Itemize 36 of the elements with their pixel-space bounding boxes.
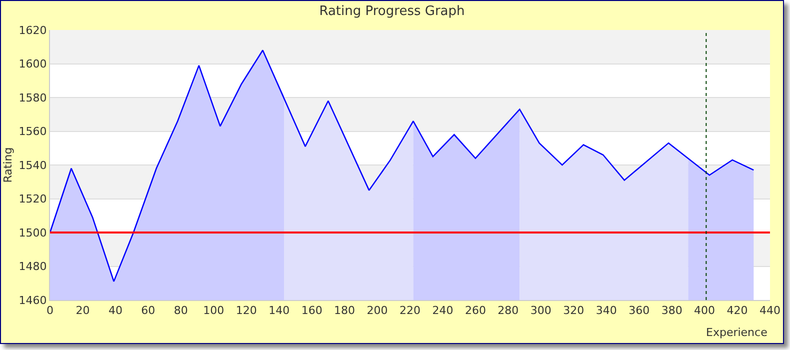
x-tick-label: 160 <box>301 304 322 318</box>
x-tick-label: 360 <box>628 304 650 318</box>
x-tick-label: 420 <box>726 304 748 318</box>
y-tick-label: 1460 <box>18 294 47 307</box>
x-tick-label: 220 <box>400 304 420 318</box>
y-tick-label: 1500 <box>18 226 47 240</box>
x-tick-label: 20 <box>76 304 90 318</box>
x-tick-label: 140 <box>268 304 290 318</box>
y-tick-label: 1620 <box>18 24 47 37</box>
x-tick-label: 60 <box>141 304 156 318</box>
x-tick-label: 100 <box>203 304 224 318</box>
x-tick-label: 280 <box>498 304 519 318</box>
x-tick-label: 400 <box>694 304 716 318</box>
y-tick-label: 1520 <box>18 192 47 206</box>
x-tick-label: 0 <box>46 304 54 318</box>
y-tick-label: 1480 <box>18 260 47 274</box>
x-tick-label: 240 <box>432 304 454 318</box>
x-tick-label: 260 <box>464 304 486 318</box>
x-tick-label: 120 <box>236 304 257 318</box>
y-tick-label: 1540 <box>18 158 47 172</box>
y-tick-label: 1580 <box>18 91 47 104</box>
x-tick-label: 340 <box>596 304 617 318</box>
y-tick-label: 1600 <box>18 58 47 71</box>
x-tick-label: 380 <box>661 304 682 318</box>
x-tick-label: 300 <box>530 304 552 318</box>
x-tick-label: 200 <box>366 304 388 318</box>
line-series <box>50 50 754 282</box>
y-axis-title: Rating <box>1 147 14 183</box>
x-tick-label: 440 <box>760 304 780 318</box>
x-tick-label: 80 <box>174 304 188 318</box>
x-axis-title: Experience <box>706 326 768 339</box>
x-tick-label: 40 <box>108 304 122 318</box>
y-tick-label: 1560 <box>18 125 47 138</box>
x-tick-label: 320 <box>563 304 584 318</box>
x-tick-label: 180 <box>334 304 356 318</box>
chart-title: Rating Progress Graph <box>319 4 465 20</box>
